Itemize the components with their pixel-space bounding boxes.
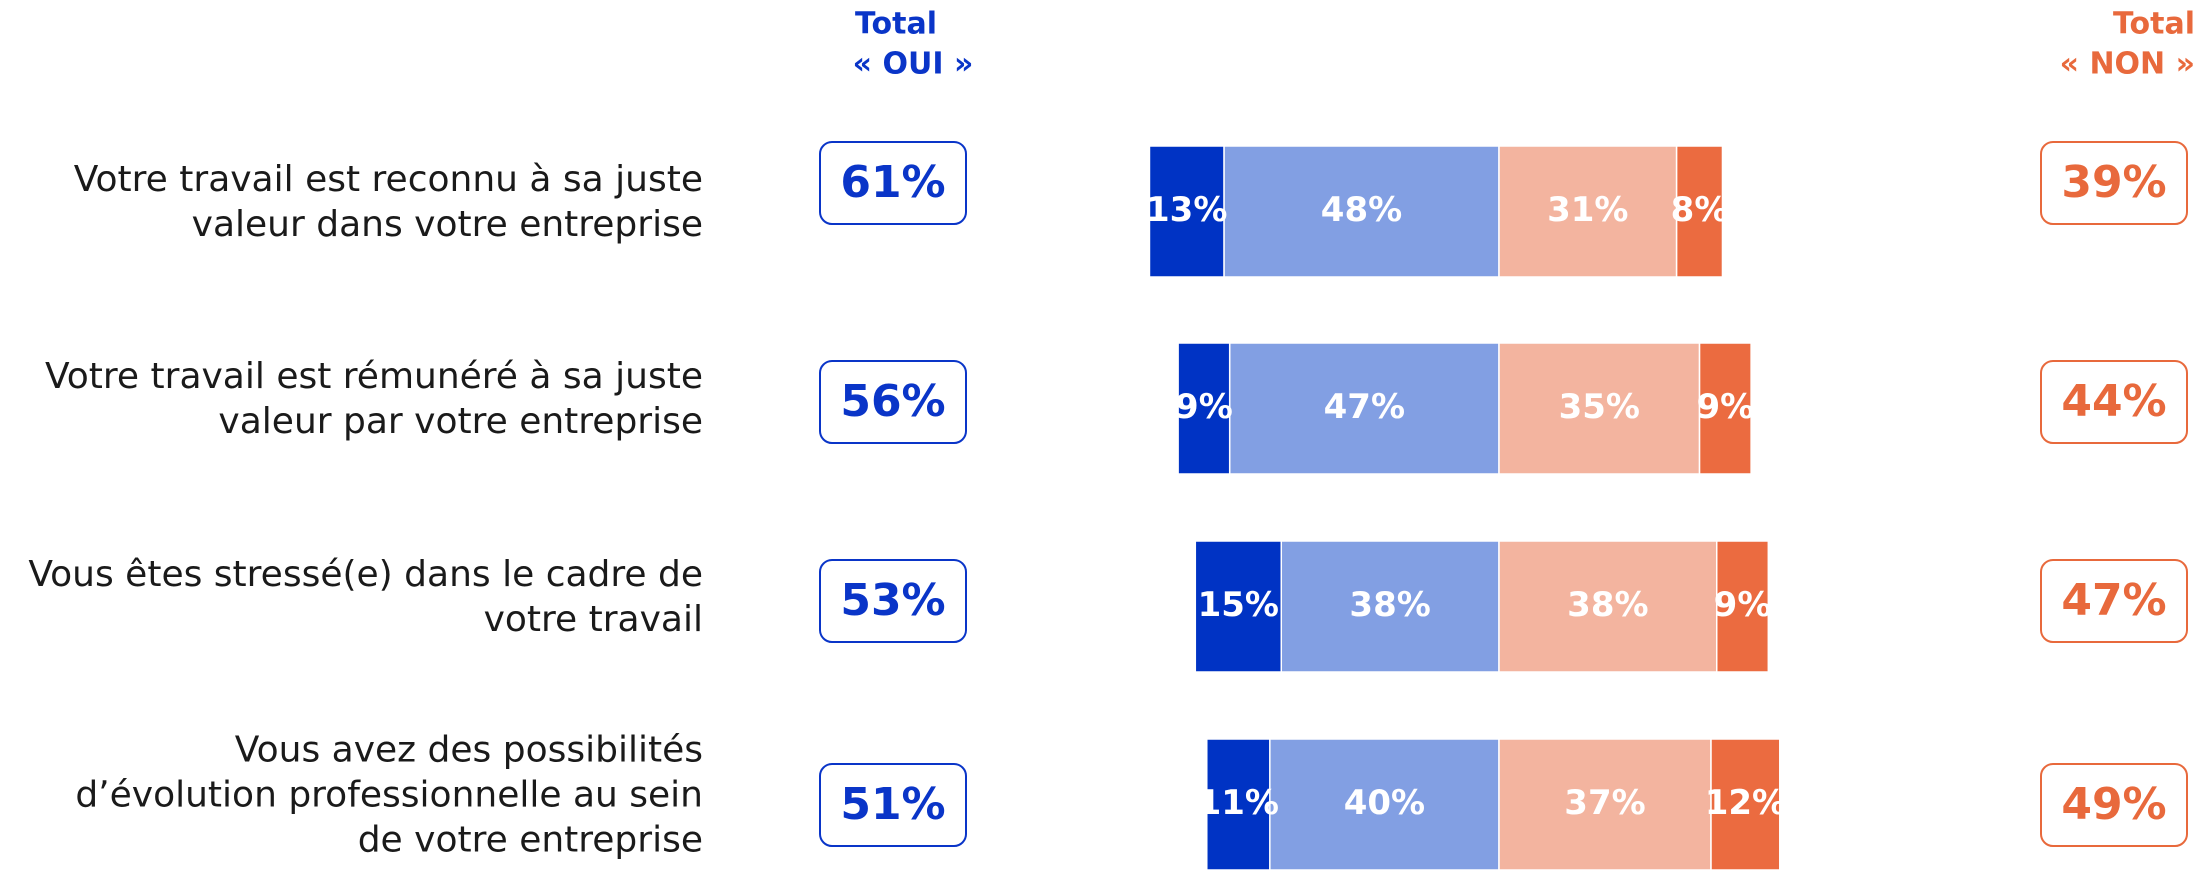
total-label: 51%	[840, 779, 945, 830]
data-label: 38%	[1349, 585, 1430, 625]
data-label: 35%	[1559, 387, 1640, 427]
total-box	[819, 763, 967, 847]
bar-segment	[1675, 145, 1724, 278]
category-label: d’évolution professionnelle au sein	[75, 775, 703, 816]
bar-segment	[1715, 540, 1770, 673]
total-label: 39%	[2061, 157, 2166, 208]
bar-segment	[1269, 738, 1500, 871]
data-label: 48%	[1321, 190, 1402, 230]
total-box	[819, 360, 967, 444]
data-label: 40%	[1344, 783, 1425, 823]
header-yes: Total	[855, 7, 937, 42]
category-label: Vous êtes stressé(e) dans le cadre de	[28, 554, 703, 595]
category-label: votre travail	[484, 599, 703, 640]
total-label: 44%	[2061, 376, 2166, 427]
bar-segment	[1498, 145, 1678, 278]
total-label: 53%	[840, 575, 945, 626]
total-box	[2040, 559, 2188, 643]
data-label: 31%	[1547, 190, 1628, 230]
data-label: 37%	[1564, 783, 1645, 823]
bar-segment	[1194, 540, 1283, 673]
data-label: 38%	[1567, 585, 1648, 625]
category-label: Votre travail est reconnu à sa juste	[74, 159, 703, 200]
category-label: Votre travail est rémunéré à sa juste	[45, 356, 703, 397]
total-box	[2040, 763, 2188, 847]
data-label: 11%	[1198, 783, 1279, 823]
header-no: « NON »	[2060, 47, 2195, 82]
total-box	[2040, 360, 2188, 444]
data-label: 9%	[1714, 585, 1772, 625]
data-label: 9%	[1175, 387, 1233, 427]
data-label: 9%	[1696, 387, 1754, 427]
total-label: 61%	[840, 157, 945, 208]
data-label: 15%	[1198, 585, 1279, 625]
data-label: 8%	[1671, 190, 1729, 230]
bar-segment	[1698, 342, 1752, 475]
data-label: 12%	[1705, 783, 1786, 823]
category-label: valeur par votre entreprise	[218, 401, 703, 442]
data-label: 13%	[1146, 190, 1227, 230]
category-label: Vous avez des possibilités	[235, 730, 703, 771]
bar-segment	[1498, 738, 1712, 871]
bar-segment	[1148, 145, 1225, 278]
bar-segment	[1498, 342, 1701, 475]
bar-segment	[1280, 540, 1500, 673]
total-label: 49%	[2061, 779, 2166, 830]
category-label: de votre entreprise	[358, 820, 703, 861]
bar-segment	[1710, 738, 1781, 871]
bar-segment	[1206, 738, 1271, 871]
bar-segment	[1177, 342, 1231, 475]
header-yes: « OUI »	[853, 47, 974, 82]
category-label: valeur dans votre entreprise	[192, 204, 703, 245]
bar-segment	[1223, 145, 1500, 278]
bar-segment	[1498, 540, 1718, 673]
total-box	[2040, 141, 2188, 225]
bar-segment	[1228, 342, 1500, 475]
data-label: 47%	[1324, 387, 1405, 427]
total-box	[819, 559, 967, 643]
total-box	[819, 141, 967, 225]
total-label: 47%	[2061, 575, 2166, 626]
total-label: 56%	[840, 376, 945, 427]
header-no: Total	[2113, 7, 2195, 42]
